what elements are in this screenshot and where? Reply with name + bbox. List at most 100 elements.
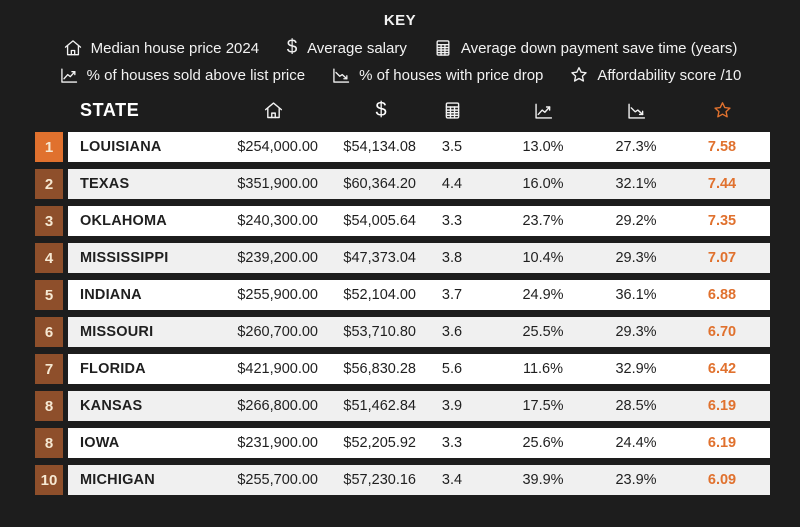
avg-salary-value: $51,462.84 [343,398,416,414]
avg-salary-value: $57,230.16 [343,472,416,488]
price-drop-value: 29.3% [615,250,657,266]
row-card: MICHIGAN $255,700.00 $57,230.16 3.4 39.9… [68,465,770,495]
rank-badge: 1 [35,132,63,162]
legend-item-affordability: Affordability score /10 [569,65,741,85]
above-list-value: 10.4% [522,250,564,266]
table-row: 3 OKLAHOMA $240,300.00 $54,005.64 3.3 23… [35,206,770,236]
median-price-value: $351,900.00 [237,176,318,192]
column-header-avg-salary: $ [318,100,416,120]
row-card: TEXAS $351,900.00 $60,364.20 4.4 16.0% 3… [68,169,770,199]
save-time-value: 3.9 [441,398,463,414]
state-name: LOUISIANA [80,139,162,155]
affordability-score: 7.07 [707,250,737,266]
rank-badge: 8 [35,428,63,458]
above-list-value: 25.5% [522,324,564,340]
price-drop-value: 32.1% [615,176,657,192]
table-body: 1 LOUISIANA $254,000.00 $54,134.08 3.5 1… [35,132,770,495]
table-header-row: STATE $ [35,95,770,125]
median-price-value: $266,800.00 [237,398,318,414]
table-row: 5 INDIANA $255,900.00 $52,104.00 3.7 24.… [35,280,770,310]
save-time-value: 4.4 [441,176,463,192]
avg-salary-value: $54,134.08 [343,139,416,155]
calculator-icon [436,40,450,56]
column-header-above-list [488,100,598,121]
price-drop-value: 32.9% [615,361,657,377]
legend-row-1: Median house price 2024 $ Average salary… [0,38,800,58]
state-name: MISSOURI [80,324,154,340]
rank-badge: 10 [35,465,63,495]
rank-badge: 2 [35,169,63,199]
table-row: 10 MICHIGAN $255,700.00 $57,230.16 3.4 3… [35,465,770,495]
above-list-value: 39.9% [522,472,564,488]
affordability-score: 7.35 [707,213,737,229]
table-row: 7 FLORIDA $421,900.00 $56,830.28 5.6 11.… [35,354,770,384]
median-price-value: $255,900.00 [237,287,318,303]
row-card: MISSOURI $260,700.00 $53,710.80 3.6 25.5… [68,317,770,347]
price-drop-value: 24.4% [615,435,657,451]
state-name: TEXAS [80,176,130,192]
avg-salary-value: $52,205.92 [343,435,416,451]
median-price-value: $254,000.00 [237,139,318,155]
save-time-value: 3.5 [441,139,463,155]
legend-label: Affordability score /10 [597,66,742,84]
affordability-score: 6.88 [707,287,737,303]
chart-up-icon [60,68,77,83]
median-price-value: $260,700.00 [237,324,318,340]
table-row: 8 IOWA $231,900.00 $52,205.92 3.3 25.6% … [35,428,770,458]
save-time-value: 3.4 [441,472,463,488]
price-drop-value: 29.3% [615,324,657,340]
median-price-value: $255,700.00 [237,472,318,488]
save-time-value: 3.3 [441,435,463,451]
row-card: MISSISSIPPI $239,200.00 $47,373.04 3.8 1… [68,243,770,273]
state-name: INDIANA [80,287,142,303]
column-header-price-drop [598,100,674,121]
column-header-score [674,100,770,121]
rank-badge: 8 [35,391,63,421]
rank-badge: 7 [35,354,63,384]
affordability-score: 7.44 [707,176,737,192]
affordability-score: 6.09 [707,472,737,488]
rank-badge: 4 [35,243,63,273]
legend-item-above-list: % of houses sold above list price [59,65,305,85]
home-icon [64,40,81,56]
rank-badge: 6 [35,317,63,347]
table-row: 8 KANSAS $266,800.00 $51,462.84 3.9 17.5… [35,391,770,421]
column-header-save-time [416,100,488,121]
avg-salary-value: $56,830.28 [343,361,416,377]
avg-salary-value: $52,104.00 [343,287,416,303]
legend: KEY Median house price 2024 $ Average sa… [0,0,800,85]
affordability-score: 6.70 [707,324,737,340]
legend-title: KEY [383,12,417,29]
legend-item-avg-salary: $ Average salary [285,38,407,58]
table-row: 1 LOUISIANA $254,000.00 $54,134.08 3.5 1… [35,132,770,162]
save-time-value: 5.6 [441,361,463,377]
above-list-value: 17.5% [522,398,564,414]
legend-item-median-price: Median house price 2024 [63,38,259,58]
rank-badge: 5 [35,280,63,310]
avg-salary-value: $60,364.20 [343,176,416,192]
save-time-value: 3.8 [441,250,463,266]
price-drop-value: 36.1% [615,287,657,303]
price-drop-value: 27.3% [615,139,657,155]
median-price-value: $231,900.00 [237,435,318,451]
above-list-value: 11.6% [522,361,564,377]
avg-salary-value: $53,710.80 [343,324,416,340]
column-header-median-price [228,100,318,121]
save-time-value: 3.7 [441,287,463,303]
state-name: KANSAS [80,398,143,414]
legend-row-2: % of houses sold above list price % of h… [0,65,800,85]
median-price-value: $421,900.00 [237,361,318,377]
legend-label: Median house price 2024 [90,39,260,57]
affordability-score: 6.19 [707,398,737,414]
legend-label: % of houses sold above list price [86,66,306,84]
median-price-value: $240,300.00 [237,213,318,229]
row-card: OKLAHOMA $240,300.00 $54,005.64 3.3 23.7… [68,206,770,236]
calculator-icon [445,101,459,119]
row-card: LOUISIANA $254,000.00 $54,134.08 3.5 13.… [68,132,770,162]
rank-badge: 3 [35,206,63,236]
avg-salary-value: $47,373.04 [343,250,416,266]
table-row: 2 TEXAS $351,900.00 $60,364.20 4.4 16.0%… [35,169,770,199]
legend-item-price-drop: % of houses with price drop [331,65,543,85]
state-name: OKLAHOMA [80,213,167,229]
chart-up-icon [534,103,552,119]
